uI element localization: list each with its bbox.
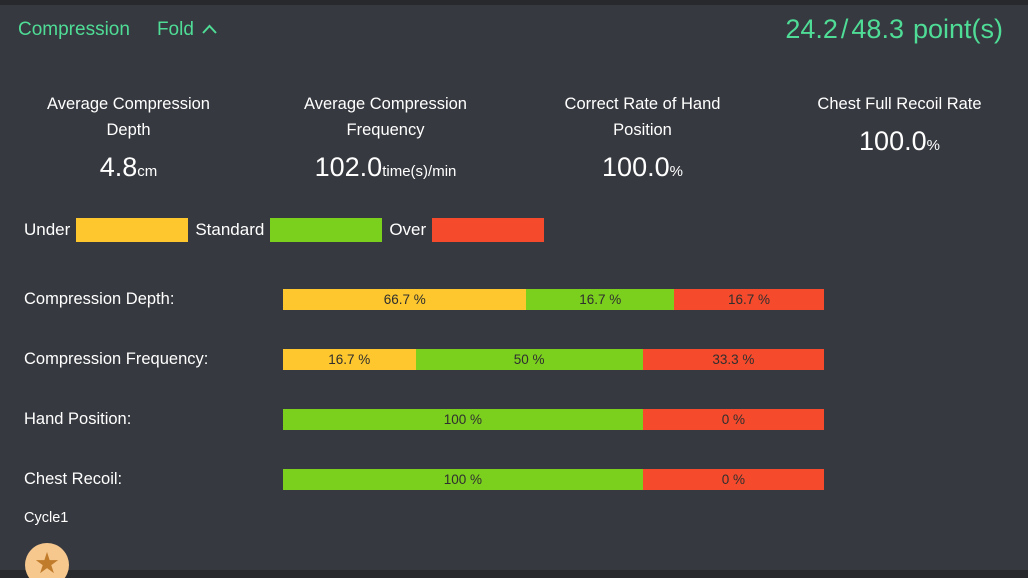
metric-value-number: 100.0: [859, 126, 927, 156]
chart-row: Chest Recoil: 100 % 0 %: [0, 469, 1028, 490]
chart-row-label: Chest Recoil:: [24, 470, 123, 488]
stacked-bar: 100 % 0 %: [283, 469, 824, 490]
bar-segment-standard: 100 %: [283, 469, 643, 490]
metric-column: Correct Rate of Hand Position 100.0%: [514, 91, 771, 183]
chart-row: Hand Position: 100 % 0 %: [0, 409, 1028, 430]
metric-column: Chest Full Recoil Rate 100.0%: [771, 91, 1028, 183]
metric-value-number: 100.0: [602, 152, 670, 182]
metric-value-unit: %: [926, 137, 940, 154]
legend-swatch-over: [432, 218, 545, 242]
bar-segment-under: 16.7 %: [283, 349, 416, 370]
metric-title: Correct Rate of Hand Position: [564, 95, 721, 139]
metric-value-unit: cm: [137, 163, 158, 180]
legend-label: Under: [24, 220, 71, 239]
fold-button[interactable]: Fold: [157, 19, 218, 41]
legend-label: Over: [389, 220, 427, 239]
bar-segment-standard: 100 %: [283, 409, 643, 430]
stacked-bar-chart: Compression Depth: 66.7 % 16.7 % 16.7 % Comp…: [0, 289, 1028, 529]
chart-row-label: Hand Position:: [24, 410, 132, 428]
metric-value: 102.0time(s)/min: [257, 152, 514, 183]
metric-title: Chest Full Recoil Rate: [817, 95, 982, 113]
bar-segment-standard: 16.7 %: [526, 289, 675, 310]
bar-segment-over: 0 %: [642, 409, 824, 430]
chart-row: Compression Depth: 66.7 % 16.7 % 16.7 %: [0, 289, 1028, 310]
legend-label: Standard: [195, 220, 265, 239]
score-unit: point(s): [912, 14, 1003, 44]
panel-header: Compression Fold 24.2 / 48.3 point(s): [18, 14, 1003, 45]
metric-value: 100.0%: [771, 126, 1028, 157]
metric-title: Average Compression Frequency: [304, 95, 467, 139]
score-display: 24.2 / 48.3 point(s): [785, 14, 1003, 45]
compression-panel: Compression Fold 24.2 / 48.3 point(s) Av…: [0, 5, 1028, 570]
chart-row: Compression Frequency: 16.7 % 50 % 33.3 %: [0, 349, 1028, 370]
fold-button-label: Fold: [156, 18, 194, 40]
chart-row-label: Compression Frequency:: [24, 350, 209, 368]
metrics-summary: Average Compression Depth 4.8cm Average Co…: [0, 91, 1028, 183]
bar-segment-standard: 50 %: [415, 349, 643, 370]
metric-title: Average Compression Depth: [47, 95, 210, 139]
score-total: 48.3: [851, 14, 904, 44]
metric-value-unit: time(s)/min: [382, 163, 457, 180]
metric-value-unit: %: [669, 163, 683, 180]
metric-value: 100.0%: [514, 152, 771, 183]
star-icon: ★: [34, 547, 60, 578]
cycle-label: Cycle1: [24, 510, 69, 526]
metric-value-number: 102.0: [314, 152, 383, 182]
metric-value: 4.8cm: [0, 152, 257, 183]
metric-column: Average Compression Frequency 102.0time(s…: [257, 91, 514, 183]
cycle-star-button[interactable]: ★: [25, 543, 69, 578]
legend-swatch-under: [76, 218, 189, 242]
legend-swatch-standard: [270, 218, 383, 242]
stacked-bar: 66.7 % 16.7 % 16.7 %: [283, 289, 824, 310]
stacked-bar: 16.7 % 50 % 33.3 %: [283, 349, 824, 370]
metric-column: Average Compression Depth 4.8cm: [0, 91, 257, 183]
score-current: 24.2: [785, 14, 838, 44]
chart-row-label: Compression Depth:: [24, 290, 175, 308]
bar-segment-over: 0 %: [642, 469, 824, 490]
page-title: Compression: [18, 18, 130, 40]
bar-segment-under: 66.7 %: [283, 289, 527, 310]
legend: Under Standard Over: [24, 218, 551, 242]
metric-value-number: 4.8: [99, 152, 138, 182]
bar-segment-over: 33.3 %: [642, 349, 824, 370]
chevron-up-icon: [201, 24, 218, 35]
score-separator: /: [840, 14, 849, 44]
bar-segment-over: 16.7 %: [674, 289, 824, 310]
stacked-bar: 100 % 0 %: [283, 409, 824, 430]
